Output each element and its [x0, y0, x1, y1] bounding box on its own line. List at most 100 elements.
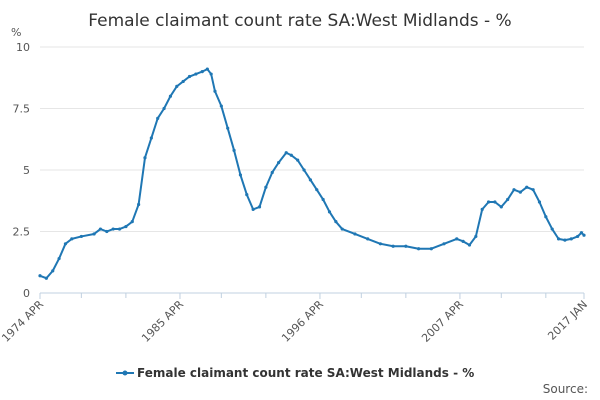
data-point[interactable]	[315, 188, 319, 192]
y-tick-label: 5	[23, 164, 30, 177]
data-point[interactable]	[442, 242, 446, 246]
series-group	[38, 67, 586, 280]
data-point[interactable]	[257, 205, 262, 209]
data-point[interactable]	[137, 202, 141, 207]
x-tick-label: 2007 APR	[419, 298, 466, 345]
data-point[interactable]	[232, 148, 236, 152]
data-point[interactable]	[117, 227, 122, 231]
x-tick-label: 2017 JAN	[545, 298, 590, 343]
data-point[interactable]	[168, 94, 173, 98]
y-axis-unit-label: %	[11, 26, 21, 39]
data-point[interactable]	[57, 256, 61, 261]
data-point[interactable]	[51, 269, 55, 273]
data-point[interactable]	[544, 215, 548, 219]
data-point[interactable]	[550, 227, 554, 231]
data-point[interactable]	[219, 104, 223, 108]
data-point[interactable]	[63, 242, 68, 246]
source-label: Source:	[543, 382, 588, 396]
data-point[interactable]	[213, 89, 217, 93]
data-point[interactable]	[70, 237, 74, 241]
data-point[interactable]	[480, 207, 484, 211]
data-point[interactable]	[79, 234, 83, 239]
data-point[interactable]	[531, 188, 535, 192]
data-point[interactable]	[378, 242, 382, 246]
gridlines	[40, 46, 584, 232]
y-tick-label: 0	[23, 287, 30, 300]
data-point[interactable]	[334, 220, 338, 224]
legend-label: Female claimant count rate SA:West Midla…	[137, 366, 474, 380]
data-point[interactable]	[340, 227, 344, 231]
data-point[interactable]	[391, 244, 395, 248]
data-point[interactable]	[226, 126, 230, 130]
data-point[interactable]	[270, 170, 274, 175]
chart-title: Female claimant count rate SA:West Midla…	[88, 11, 511, 31]
data-point[interactable]	[296, 158, 300, 162]
data-point[interactable]	[302, 168, 306, 172]
data-point[interactable]	[525, 185, 529, 189]
data-point[interactable]	[205, 67, 209, 71]
legend-point-marker	[122, 370, 128, 376]
data-point[interactable]	[38, 274, 42, 278]
data-point[interactable]	[569, 237, 573, 241]
data-point[interactable]	[149, 136, 153, 140]
data-point[interactable]	[461, 239, 465, 243]
data-point[interactable]	[579, 231, 584, 235]
data-point[interactable]	[277, 161, 281, 165]
data-point[interactable]	[238, 173, 243, 177]
data-point[interactable]	[499, 205, 503, 209]
data-point[interactable]	[506, 197, 510, 202]
data-point[interactable]	[245, 193, 249, 197]
data-point[interactable]	[486, 200, 491, 204]
data-point[interactable]	[416, 247, 421, 251]
series-line	[39, 68, 585, 280]
data-point[interactable]	[156, 116, 160, 120]
data-point[interactable]	[162, 106, 166, 111]
data-point[interactable]	[455, 237, 459, 241]
data-point[interactable]	[308, 178, 313, 182]
data-point[interactable]	[130, 220, 134, 224]
data-point[interactable]	[512, 188, 516, 192]
data-point[interactable]	[44, 276, 48, 280]
data-point[interactable]	[209, 72, 213, 76]
data-point[interactable]	[327, 210, 332, 214]
x-tick-label: 1996 APR	[279, 298, 326, 345]
x-axis-ticks: 1974 APR 1985 APR 1996 APR 2007 APR 2017 JAN	[0, 293, 590, 345]
data-point[interactable]	[429, 247, 433, 251]
data-point[interactable]	[111, 227, 115, 231]
data-point[interactable]	[518, 190, 522, 194]
x-tick-label: 1985 APR	[139, 298, 186, 345]
data-point[interactable]	[576, 234, 580, 239]
data-point[interactable]	[366, 237, 370, 241]
data-point[interactable]	[181, 79, 185, 84]
y-tick-label: 7.5	[13, 103, 31, 116]
data-point[interactable]	[404, 244, 408, 248]
x-tick-label: 1974 APR	[0, 298, 46, 345]
data-point[interactable]	[467, 243, 472, 247]
data-point[interactable]	[556, 237, 561, 241]
data-point[interactable]	[98, 227, 103, 231]
data-point[interactable]	[105, 229, 109, 234]
data-point[interactable]	[251, 207, 255, 211]
data-point[interactable]	[264, 185, 268, 189]
y-tick-label: 2.5	[13, 226, 31, 239]
data-point[interactable]	[582, 233, 586, 237]
data-point[interactable]	[284, 151, 288, 155]
data-point[interactable]	[92, 232, 96, 236]
data-point[interactable]	[537, 200, 542, 204]
data-point[interactable]	[289, 153, 293, 157]
data-point[interactable]	[321, 197, 325, 202]
data-point[interactable]	[187, 74, 192, 79]
data-point[interactable]	[200, 70, 204, 74]
legend[interactable]: Female claimant count rate SA:West Midla…	[116, 366, 474, 380]
data-point[interactable]	[175, 84, 179, 88]
data-point[interactable]	[143, 156, 147, 160]
y-axis-ticks: 0 2.5 5 7.5 10	[13, 41, 31, 300]
data-point[interactable]	[493, 200, 497, 204]
data-point[interactable]	[563, 238, 567, 242]
data-point[interactable]	[194, 72, 198, 76]
data-point[interactable]	[124, 224, 128, 229]
data-point[interactable]	[474, 234, 478, 239]
data-point[interactable]	[353, 232, 357, 236]
y-tick-label: 10	[16, 41, 30, 54]
